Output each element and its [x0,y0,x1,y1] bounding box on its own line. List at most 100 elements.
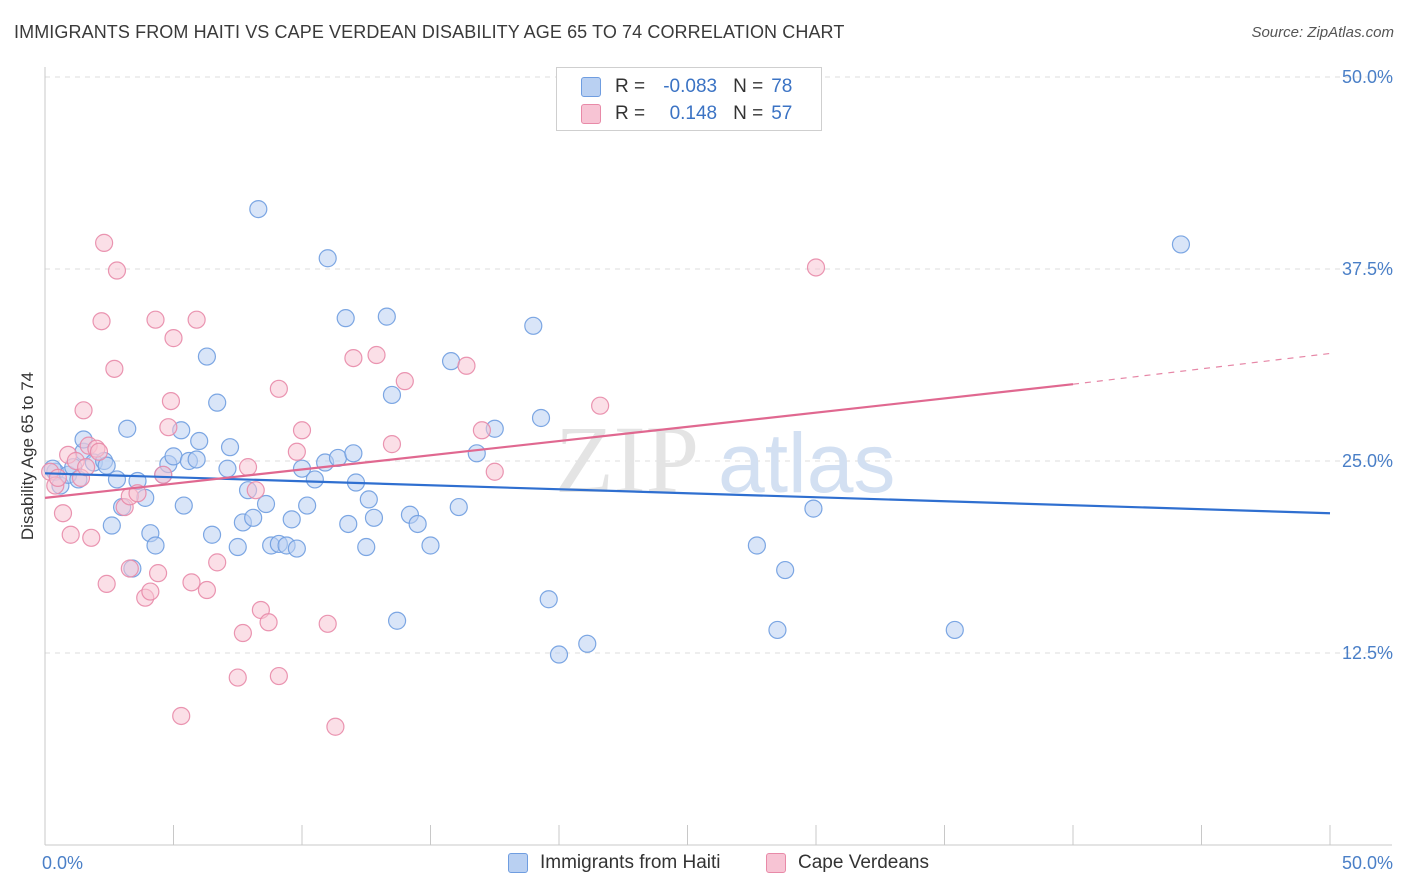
point-cape-verdean [154,465,173,484]
point-haiti [524,316,543,335]
point-cape-verdean [89,442,109,461]
point-haiti [298,496,317,515]
point-haiti [364,508,384,527]
trend-line-extension [1072,352,1331,385]
trend-line-haiti [44,472,1331,515]
point-haiti [382,385,402,405]
point-haiti [377,307,396,326]
point-cape-verdean [161,391,181,411]
point-haiti [441,352,461,371]
point-cape-verdean [120,559,139,578]
point-cape-verdean [97,574,116,593]
point-cape-verdean [485,462,504,481]
point-cape-verdean [208,553,227,572]
point-cape-verdean [159,418,178,437]
point-cape-verdean [472,421,491,440]
point-cape-verdean [95,233,114,252]
point-haiti [256,494,276,514]
axes [44,67,1392,846]
point-haiti [768,620,787,640]
point-haiti [287,539,306,558]
point-cape-verdean [292,421,312,440]
point-haiti [190,431,209,451]
point-haiti [228,537,247,557]
y-axis-label: Disability Age 65 to 74 [18,372,37,540]
legend-r-label: R = [615,103,646,124]
point-haiti [387,611,407,630]
legend-n-label: N = [733,103,764,124]
legend-n-value: 57 [771,103,793,124]
point-cape-verdean [148,564,168,583]
point-haiti [408,514,427,534]
point-cape-verdean [172,706,191,726]
point-cape-verdean [246,481,265,500]
correlation-legend: R = -0.083 N = 78 R = 0.148 N = 57 [556,67,822,131]
point-cape-verdean [591,396,610,415]
point-cape-verdean [238,458,258,477]
source-label: Source: ZipAtlas.com [1251,24,1394,41]
point-haiti [187,450,206,469]
trend-lines [44,352,1331,515]
point-haiti [467,444,486,463]
y-tick-label: 25.0% [1342,451,1393,471]
point-haiti [202,525,222,544]
point-cape-verdean [269,666,288,686]
point-cape-verdean [61,525,80,544]
gridlines [45,76,1392,654]
point-cape-verdean [457,356,476,375]
watermark-zip: ZIP [555,406,699,513]
series-swatch-cape-verdean [766,853,786,873]
point-cape-verdean [92,312,111,331]
point-cape-verdean [259,613,278,632]
series-legend: Immigrants from Haiti Cape Verdeans [0,852,1406,878]
point-cape-verdean [53,504,73,523]
point-haiti [747,536,766,555]
legend-n-label: N = [733,76,764,97]
point-cape-verdean [318,614,337,633]
point-haiti [218,459,237,478]
point-cape-verdean [164,329,183,348]
point-cape-verdean [77,458,96,477]
x-tick-label: 50.0% [1342,853,1393,873]
point-cape-verdean [382,435,402,454]
point-haiti [336,309,355,328]
point-haiti [578,634,597,653]
point-haiti [102,516,121,535]
point-cape-verdean [74,401,93,420]
point-haiti [421,536,440,555]
point-haiti [539,590,558,609]
point-cape-verdean [182,573,201,592]
point-cape-verdean [48,468,67,487]
point-haiti [776,560,795,580]
point-haiti [305,470,324,489]
point-haiti [339,514,358,534]
point-haiti [249,199,268,219]
point-haiti [804,499,823,518]
legend-swatch-haiti [581,77,601,97]
series-label-cape-verdean: Cape Verdeans [798,852,929,873]
point-haiti [549,645,569,664]
point-cape-verdean [105,359,124,378]
series-legend-cape-verdean[interactable]: Cape Verdeans [766,852,929,874]
data-points [41,199,1191,736]
point-haiti [174,496,193,515]
point-haiti [107,470,127,489]
point-cape-verdean [197,580,217,600]
point-haiti [146,536,165,555]
legend-r-value: -0.083 [663,76,718,97]
point-haiti [318,249,337,268]
point-haiti [359,490,378,509]
series-legend-haiti[interactable]: Immigrants from Haiti [508,852,721,874]
point-haiti [244,508,263,527]
y-tick-label: 37.5% [1342,259,1393,279]
point-haiti [531,408,551,428]
point-cape-verdean [367,345,386,365]
legend-r-label: R = [615,76,646,97]
series-label-haiti: Immigrants from Haiti [540,852,721,873]
point-haiti [208,393,227,412]
point-haiti [197,347,217,366]
point-cape-verdean [146,310,165,329]
series-swatch-haiti [508,853,528,873]
point-haiti [1171,235,1191,254]
